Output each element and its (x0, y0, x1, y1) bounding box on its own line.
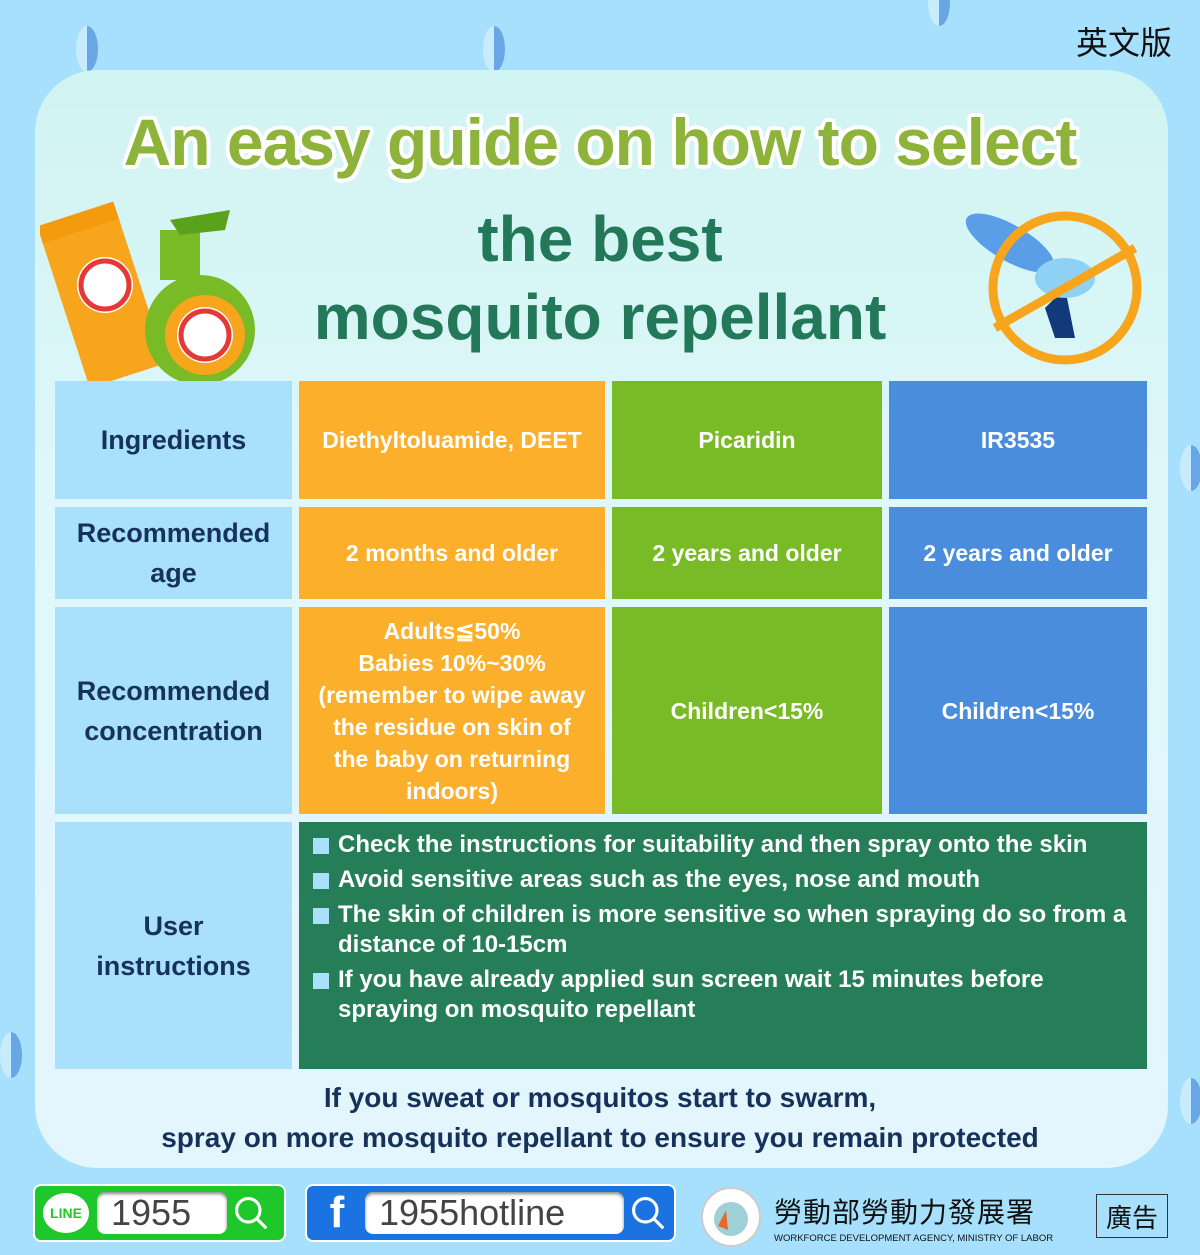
agency-name-en: WORKFORCE DEVELOPMENT AGENCY, MINISTRY O… (774, 1232, 1054, 1244)
cell-picaridin-concentration: Children<15% (612, 607, 882, 814)
title-line2: the best (477, 203, 723, 275)
decor-dot (928, 0, 950, 26)
agency-name-zh: 勞動部勞動力發展署 (774, 1195, 1036, 1229)
instructions-list: Check the instructions for suitability a… (299, 822, 1147, 1069)
facebook-search-box[interactable]: f 1955hotline (305, 1184, 676, 1242)
cell-deet-age: 2 months and older (299, 507, 605, 599)
decor-dot (76, 26, 98, 72)
search-icon[interactable] (233, 1195, 269, 1231)
facebook-logo-icon: f (329, 1188, 345, 1237)
line-search-box[interactable]: LINE 1955 (33, 1184, 286, 1242)
instruction-item: Avoid sensitive areas such as the eyes, … (313, 865, 1139, 895)
comparison-table: Ingredients Diethyltoluamide, DEET Picar… (55, 381, 1148, 1069)
footer-note-line1: If you sweat or mosquitos start to swarm… (323, 1082, 877, 1113)
facebook-id-field[interactable]: 1955hotline (365, 1192, 624, 1234)
repellent-products-icon (40, 201, 255, 385)
decor-dot (1180, 1078, 1200, 1124)
line-id-field[interactable]: 1955 (97, 1192, 227, 1234)
decor-dot (483, 26, 505, 72)
cell-deet-ingredient: Diethyltoluamide, DEET (299, 381, 605, 499)
agency-logo: 勞動部勞動力發展署 WORKFORCE DEVELOPMENT AGENCY, … (700, 1186, 1053, 1248)
ad-label: 廣告 (1096, 1194, 1168, 1238)
title-line1: An easy guide on how to select (123, 105, 1078, 179)
title-line3: mosquito repellant (313, 281, 887, 353)
search-icon[interactable] (630, 1195, 666, 1231)
cell-ir3535-concentration: Children<15% (889, 607, 1147, 814)
cell-deet-concentration: Adults≦50% Babies 10%~30% (remember to w… (299, 607, 605, 814)
line-logo-icon: LINE (43, 1193, 89, 1233)
decor-dot (0, 1032, 22, 1078)
language-label: 英文版 (1075, 24, 1172, 62)
row-label-instructions: User instructions (55, 822, 292, 1069)
row-label-age: Recommended age (55, 507, 292, 599)
cell-ir3535-age: 2 years and older (889, 507, 1147, 599)
title-main: the best mosquito repellant (0, 200, 1200, 356)
row-label-concentration: Recommended concentration (55, 607, 292, 814)
cell-ir3535-ingredient: IR3535 (889, 381, 1147, 499)
footer-note-line2: spray on more mosquito repellant to ensu… (161, 1122, 1039, 1153)
cell-picaridin-age: 2 years and older (612, 507, 882, 599)
no-mosquito-icon (965, 211, 1142, 365)
footer-note: If you sweat or mosquitos start to swarm… (0, 1078, 1200, 1158)
cell-picaridin-ingredient: Picaridin (612, 381, 882, 499)
agency-emblem-icon (701, 1187, 761, 1247)
instruction-item: Check the instructions for suitability a… (313, 830, 1139, 860)
row-label-ingredients: Ingredients (55, 381, 292, 499)
decor-dot (1180, 445, 1200, 491)
instruction-item: If you have already applied sun screen w… (313, 965, 1139, 1025)
instruction-item: The skin of children is more sensitive s… (313, 900, 1139, 960)
